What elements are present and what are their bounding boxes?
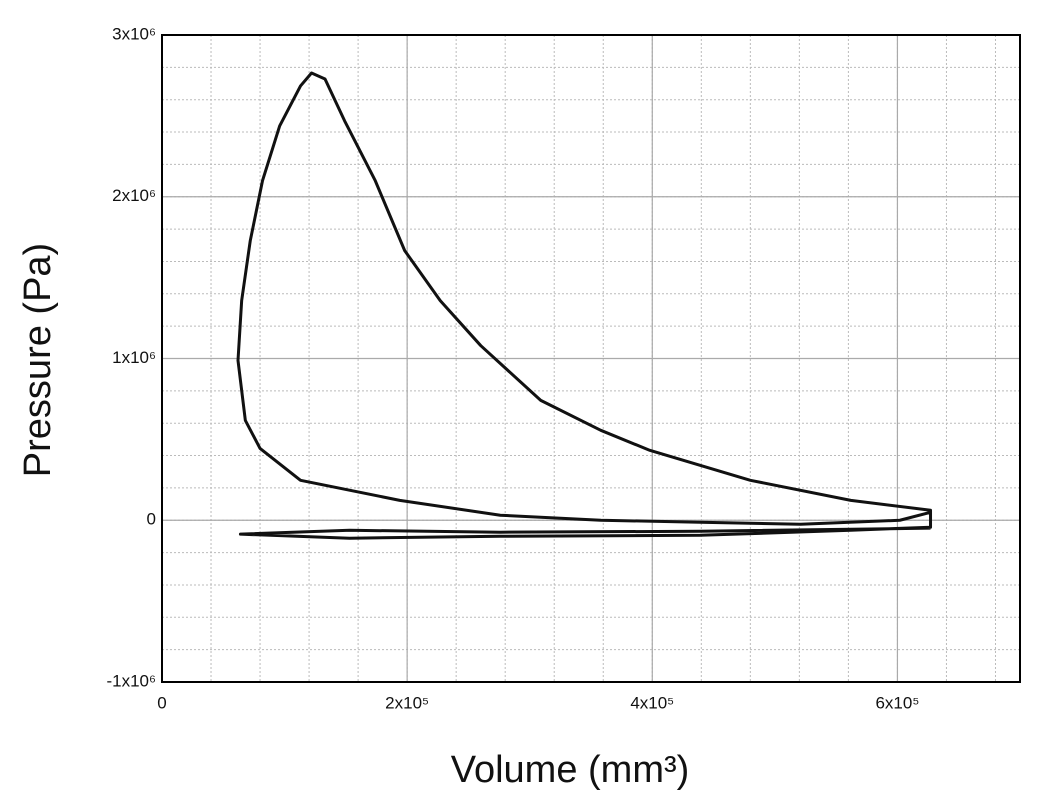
- x-tick-label: 2x10⁵: [385, 693, 429, 712]
- y-tick-label: 0: [147, 510, 156, 529]
- x-tick-label: 4x10⁵: [630, 693, 674, 712]
- y-tick-label: 3x10⁶: [112, 24, 156, 43]
- plot-frame: [161, 34, 1021, 683]
- x-axis-label: Volume (mm³): [451, 749, 690, 791]
- y-tick-label: -1x10⁶: [106, 671, 156, 690]
- pv-curve: [236, 71, 933, 540]
- y-tick-label: 1x10⁶: [112, 348, 156, 367]
- y-axis-label: Pressure (Pa): [17, 243, 59, 477]
- x-tick-label: 6x10⁵: [875, 693, 919, 712]
- x-tick-label: 0: [157, 693, 166, 712]
- y-tick-label: 2x10⁶: [112, 186, 156, 205]
